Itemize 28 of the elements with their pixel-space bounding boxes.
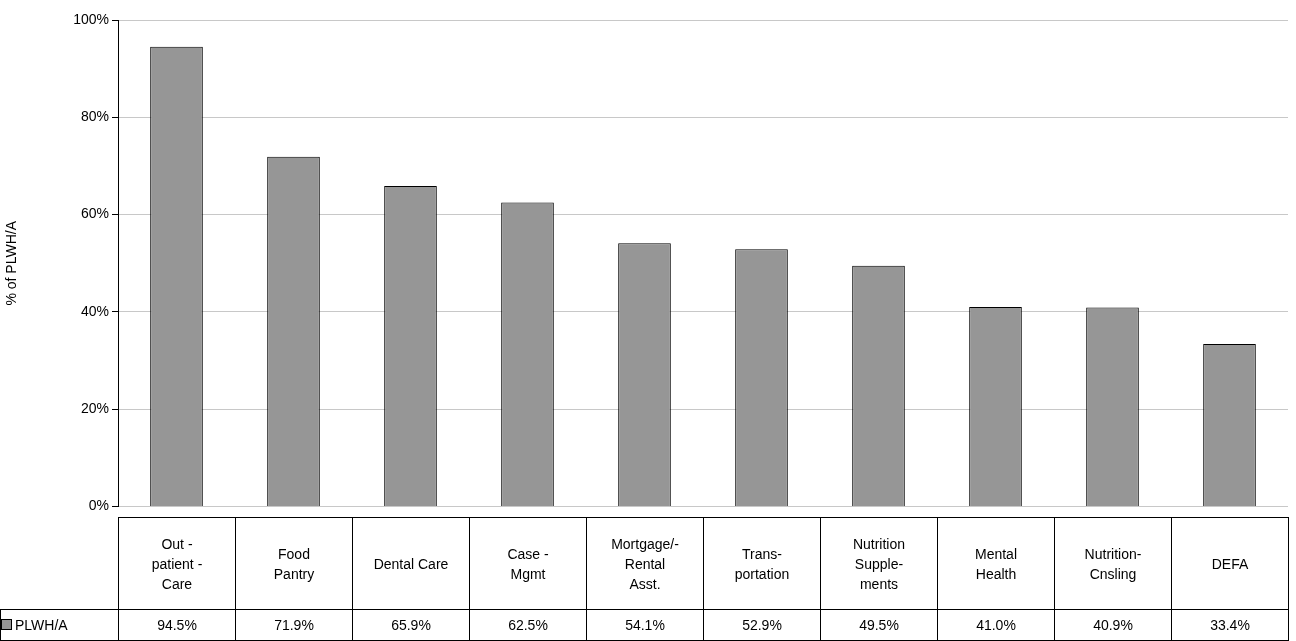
y-axis-title: % of PLWH/A (3, 220, 20, 306)
data-label: 41.0% (937, 609, 1055, 641)
x-tick-label: Dental Care (352, 517, 470, 610)
y-tick-label: 0% (88, 497, 109, 514)
y-tick-label: 100% (73, 10, 109, 27)
y-tick-label: 80% (80, 108, 109, 125)
x-tick-label: Nutrition- Cnsling (1054, 517, 1172, 610)
data-label: 62.5% (469, 609, 587, 641)
x-tick-label: DEFA (1171, 517, 1289, 610)
x-tick-label: Nutrition Supple- ments (820, 517, 938, 610)
x-tick-label: Mortgage/- Rental Asst. (586, 517, 704, 610)
data-label: 49.5% (820, 609, 938, 641)
x-tick-label: Mental Health (937, 517, 1055, 610)
y-tick-label: 20% (80, 400, 109, 417)
data-label: 94.5% (118, 609, 236, 641)
data-label: 54.1% (586, 609, 704, 641)
data-label: 71.9% (235, 609, 353, 641)
legend-label: PLWH/A (0, 609, 119, 641)
x-tick-label: Case - Mgmt (469, 517, 587, 610)
x-tick-label: Food Pantry (235, 517, 353, 610)
y-tick-label: 40% (80, 302, 109, 319)
data-label: 52.9% (703, 609, 821, 641)
x-tick-label: Out - patient - Care (118, 517, 236, 610)
data-label: 40.9% (1054, 609, 1172, 641)
data-label: 65.9% (352, 609, 470, 641)
y-tick-label: 60% (80, 205, 109, 222)
x-tick-label: Trans- portation (703, 517, 821, 610)
data-label: 33.4% (1171, 609, 1289, 641)
